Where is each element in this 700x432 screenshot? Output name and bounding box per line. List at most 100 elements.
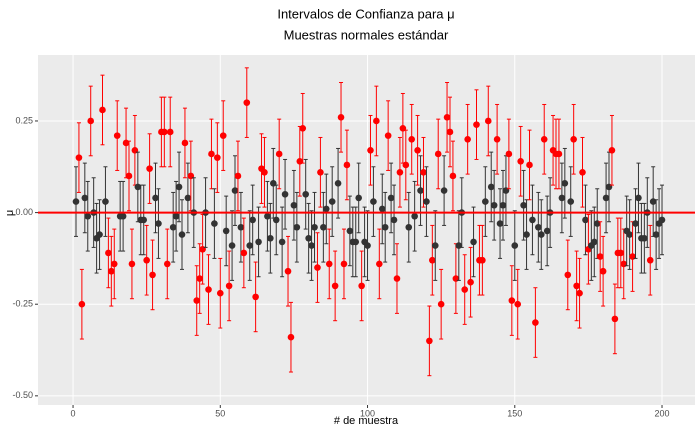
point bbox=[370, 198, 377, 205]
point bbox=[261, 168, 268, 176]
point bbox=[146, 165, 153, 172]
x-tick-label: 0 bbox=[71, 408, 76, 418]
point bbox=[299, 124, 307, 132]
y-tick-label: -0.25 bbox=[12, 299, 33, 309]
point bbox=[367, 146, 374, 154]
point bbox=[343, 161, 351, 169]
point bbox=[611, 315, 619, 323]
point bbox=[635, 194, 642, 202]
point bbox=[535, 223, 542, 231]
point bbox=[72, 198, 80, 205]
point bbox=[246, 242, 254, 249]
point bbox=[505, 150, 513, 158]
point bbox=[387, 194, 395, 202]
point bbox=[426, 337, 433, 345]
chart-title: Intervalos de Confianza para μ bbox=[277, 6, 454, 21]
point bbox=[84, 212, 92, 220]
point bbox=[608, 146, 616, 154]
point bbox=[320, 223, 327, 231]
point bbox=[461, 286, 469, 293]
point bbox=[384, 132, 392, 139]
point bbox=[96, 231, 103, 238]
point bbox=[646, 256, 654, 264]
point bbox=[564, 271, 572, 279]
point bbox=[234, 172, 242, 180]
x-tick-label: 200 bbox=[655, 408, 670, 418]
point bbox=[443, 114, 451, 121]
point bbox=[340, 260, 348, 268]
point bbox=[576, 289, 583, 297]
point bbox=[408, 135, 416, 143]
point bbox=[355, 194, 362, 202]
point bbox=[184, 194, 192, 202]
point bbox=[414, 146, 421, 154]
point bbox=[128, 260, 136, 268]
point bbox=[449, 172, 457, 180]
point bbox=[596, 253, 604, 260]
point bbox=[302, 190, 309, 198]
point bbox=[402, 161, 410, 169]
point bbox=[178, 231, 186, 238]
point bbox=[331, 282, 339, 290]
point bbox=[570, 135, 577, 143]
point bbox=[222, 227, 230, 235]
point bbox=[284, 267, 292, 275]
point bbox=[181, 139, 189, 147]
point bbox=[334, 179, 342, 187]
panel bbox=[38, 55, 695, 405]
point bbox=[508, 297, 516, 304]
point bbox=[482, 198, 489, 205]
point bbox=[81, 194, 89, 202]
x-tick-label: 100 bbox=[360, 408, 375, 418]
point bbox=[140, 216, 148, 224]
point bbox=[390, 216, 398, 224]
point bbox=[429, 256, 436, 264]
point bbox=[325, 260, 333, 268]
point bbox=[308, 242, 315, 249]
point bbox=[305, 234, 312, 242]
y-tick-label: 0.00 bbox=[15, 207, 33, 217]
point bbox=[464, 135, 471, 143]
point bbox=[420, 168, 427, 176]
point bbox=[523, 231, 530, 238]
point bbox=[487, 183, 495, 191]
point bbox=[532, 319, 539, 326]
y-tick-label: -0.50 bbox=[12, 390, 33, 400]
point bbox=[314, 264, 321, 271]
point bbox=[196, 275, 203, 282]
point bbox=[558, 194, 566, 202]
point bbox=[175, 183, 183, 191]
point bbox=[105, 249, 112, 257]
point bbox=[543, 227, 551, 235]
point bbox=[225, 282, 233, 290]
point bbox=[652, 231, 660, 238]
point bbox=[590, 238, 598, 246]
point bbox=[237, 223, 245, 231]
point bbox=[87, 117, 95, 125]
point bbox=[423, 198, 430, 205]
point bbox=[216, 289, 224, 297]
point bbox=[479, 256, 486, 264]
point bbox=[405, 223, 413, 231]
point bbox=[437, 300, 445, 308]
point bbox=[205, 286, 212, 293]
chart-subtitle: Muestras normales estándar bbox=[284, 27, 449, 42]
point bbox=[567, 198, 575, 205]
point bbox=[526, 161, 533, 169]
point bbox=[555, 150, 563, 158]
point bbox=[328, 198, 336, 205]
point bbox=[272, 216, 280, 224]
point bbox=[431, 242, 439, 249]
point bbox=[520, 201, 527, 209]
point bbox=[275, 150, 283, 158]
point bbox=[102, 198, 109, 205]
point bbox=[529, 216, 536, 224]
point bbox=[378, 205, 386, 213]
x-axis-label: # de muestra bbox=[334, 415, 399, 427]
point bbox=[287, 333, 295, 341]
point bbox=[358, 282, 365, 290]
point bbox=[293, 223, 301, 231]
point bbox=[249, 216, 256, 224]
point bbox=[373, 117, 380, 125]
